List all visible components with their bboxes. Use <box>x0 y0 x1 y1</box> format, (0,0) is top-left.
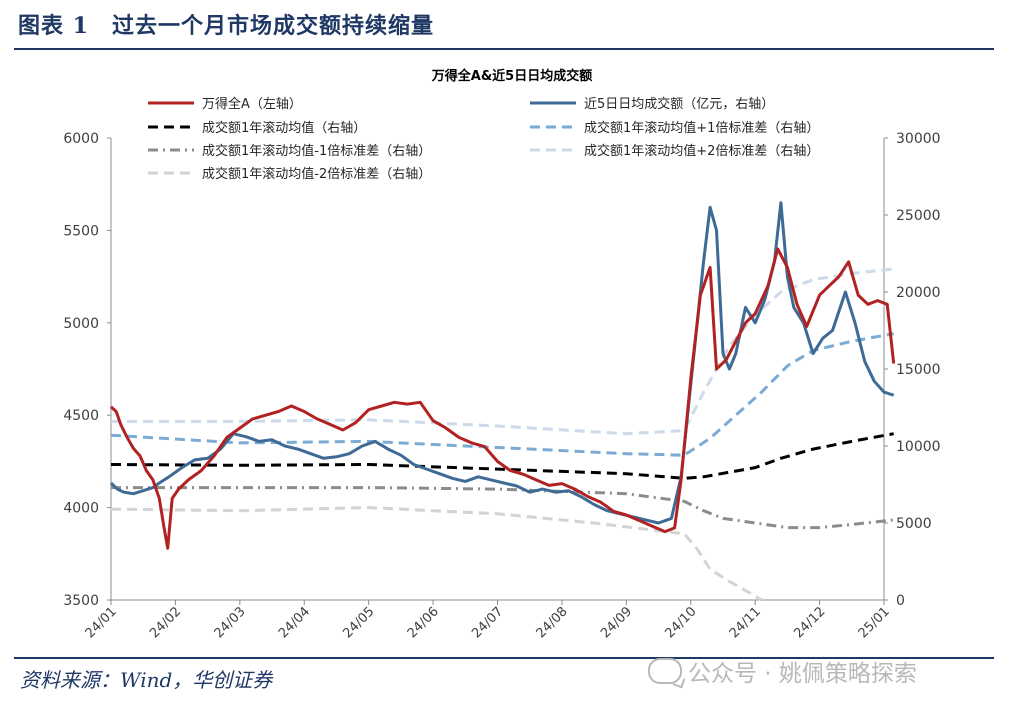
right-tick-label: 30000 <box>896 131 941 147</box>
legend-label-2: 成交额1年滚动均值（右轴） <box>202 120 366 136</box>
x-tick-label: 24/05 <box>340 604 377 641</box>
watermark: 公众号 · 姚佩策略探索 <box>648 654 917 688</box>
x-tick-label: 24/06 <box>405 604 442 641</box>
x-tick-label: 24/08 <box>534 604 571 641</box>
figure-title: 图表 1 过去一个月市场成交额持续缩量 <box>18 13 434 39</box>
left-tick-label: 5500 <box>63 223 99 239</box>
x-tick-label: 24/10 <box>662 604 699 641</box>
series-line-4 <box>111 486 894 530</box>
legend-label-0: 万得全A（左轴） <box>202 96 302 112</box>
right-tick-label: 20000 <box>896 285 941 301</box>
legend-label-3: 成交额1年滚动均值+1倍标准差（右轴） <box>584 120 819 136</box>
left-tick-label: 5000 <box>63 316 99 332</box>
legend-label-6: 成交额1年滚动均值-2倍标准差（右轴） <box>202 166 431 182</box>
wechat-icon <box>648 658 682 684</box>
legend-label-5: 成交额1年滚动均值+2倍标准差（右轴） <box>584 143 819 159</box>
x-tick-label: 24/04 <box>276 604 313 641</box>
chart-legend: 万得全A（左轴） 近5日日均成交额（亿元，右轴） 成交额1年滚动均值（右轴） 成交额1… <box>148 96 819 182</box>
series-layer <box>109 201 896 602</box>
source-note: 资料来源：Wind，华创证券 <box>20 668 273 692</box>
x-tick-label: 24/03 <box>212 604 249 641</box>
watermark-text: 公众号 · 姚佩策略探索 <box>688 661 917 687</box>
series-line-0 <box>110 247 896 550</box>
right-tick-label: 15000 <box>896 362 941 378</box>
right-tick-label: 5000 <box>896 516 932 532</box>
x-tick-label: 24/12 <box>791 604 828 641</box>
left-tick-label: 4000 <box>63 501 99 517</box>
x-tick-label: 24/11 <box>727 604 764 641</box>
x-tick-label: 25/01 <box>856 604 893 641</box>
right-tick-label: 0 <box>896 593 905 609</box>
x-tick-label: 24/01 <box>83 604 120 641</box>
series-line-5 <box>111 267 894 436</box>
legend-label-4: 成交额1年滚动均值-1倍标准差（右轴） <box>202 143 431 159</box>
left-tick-label: 3500 <box>63 593 99 609</box>
right-tick-label: 10000 <box>896 439 941 455</box>
legend-label-1: 近5日日均成交额（亿元，右轴） <box>584 96 774 112</box>
x-tick-label: 24/09 <box>598 604 635 641</box>
right-tick-label: 25000 <box>896 208 941 224</box>
chart-axes: 3500 4000 4500 5000 5500 6000 0 5000 10000 15000 2… <box>63 131 940 641</box>
series-line-6 <box>110 506 763 602</box>
chart-title: 万得全A&近5日日均成交额 <box>431 68 592 84</box>
bottom-divider <box>14 657 994 659</box>
series-line-2 <box>110 432 894 480</box>
left-tick-label: 6000 <box>63 131 99 147</box>
x-tick-label: 24/07 <box>469 604 506 641</box>
top-divider <box>14 48 994 50</box>
left-tick-label: 4500 <box>63 408 99 424</box>
x-tick-label: 24/02 <box>147 604 184 641</box>
